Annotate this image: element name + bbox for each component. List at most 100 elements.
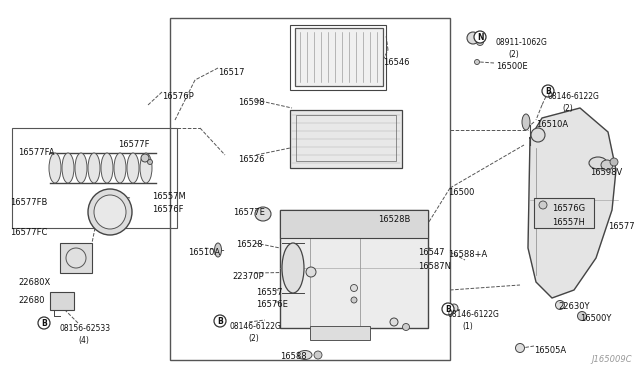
Ellipse shape (101, 153, 113, 183)
Bar (280, 210, 428, 238)
Text: B: B (545, 87, 551, 96)
Text: 16510A: 16510A (188, 248, 220, 257)
Ellipse shape (477, 38, 483, 45)
Ellipse shape (306, 267, 316, 277)
Ellipse shape (282, 243, 304, 293)
Ellipse shape (88, 189, 132, 235)
Ellipse shape (531, 128, 545, 142)
Bar (310, 326, 370, 340)
Ellipse shape (49, 153, 61, 183)
Ellipse shape (577, 311, 586, 321)
Circle shape (474, 31, 486, 43)
Text: 16557H: 16557H (552, 218, 585, 227)
Ellipse shape (298, 350, 312, 359)
Text: 08146-6122G: 08146-6122G (448, 310, 500, 319)
Text: B: B (41, 318, 47, 327)
Ellipse shape (467, 32, 479, 44)
Text: 16577F: 16577F (118, 140, 150, 149)
Text: 16576P: 16576P (162, 92, 194, 101)
Text: 16510A: 16510A (536, 120, 568, 129)
Ellipse shape (127, 153, 139, 183)
Ellipse shape (556, 301, 564, 310)
Ellipse shape (522, 114, 530, 130)
Bar (295, 28, 383, 86)
Text: 16587N: 16587N (418, 262, 451, 271)
Text: 16576F: 16576F (152, 205, 184, 214)
Text: 08911-1062G: 08911-1062G (496, 38, 548, 47)
Text: 16576E: 16576E (256, 300, 288, 309)
Bar (50, 292, 74, 310)
Text: 16577FB: 16577FB (10, 198, 47, 207)
Text: 16528: 16528 (236, 240, 262, 249)
Ellipse shape (351, 297, 357, 303)
Text: J165009C: J165009C (591, 355, 632, 364)
Text: 16577: 16577 (608, 222, 635, 231)
Polygon shape (528, 108, 616, 298)
Text: 16577FC: 16577FC (10, 228, 47, 237)
Ellipse shape (539, 201, 547, 209)
Bar (170, 18, 450, 360)
Ellipse shape (94, 195, 126, 229)
Ellipse shape (147, 160, 152, 164)
Text: 08156-62533: 08156-62533 (60, 324, 111, 333)
Text: 16547: 16547 (418, 248, 445, 257)
Bar (290, 110, 402, 168)
Ellipse shape (88, 153, 100, 183)
Text: (2): (2) (248, 334, 259, 343)
Text: 16546: 16546 (383, 58, 410, 67)
Text: (1): (1) (462, 322, 473, 331)
Bar (290, 25, 386, 90)
Text: 08146-6122G: 08146-6122G (548, 92, 600, 101)
Ellipse shape (214, 243, 221, 257)
Text: 16588: 16588 (280, 352, 307, 361)
Ellipse shape (140, 153, 152, 183)
Text: 16517: 16517 (218, 68, 244, 77)
Text: 16500: 16500 (448, 188, 474, 197)
Ellipse shape (66, 248, 86, 268)
Ellipse shape (314, 351, 322, 359)
Ellipse shape (403, 324, 410, 330)
Text: (2): (2) (508, 50, 519, 59)
Text: 16588+A: 16588+A (448, 250, 487, 259)
Text: 16576G: 16576G (552, 204, 585, 213)
Text: 22630Y: 22630Y (558, 302, 589, 311)
Ellipse shape (450, 304, 458, 312)
Text: 22370P: 22370P (232, 272, 264, 281)
Text: (4): (4) (78, 336, 89, 345)
Bar (296, 115, 396, 161)
Ellipse shape (114, 153, 126, 183)
Ellipse shape (62, 153, 74, 183)
Circle shape (442, 303, 454, 315)
Ellipse shape (610, 158, 618, 166)
Ellipse shape (474, 60, 479, 64)
Ellipse shape (351, 285, 358, 292)
Text: 16505A: 16505A (534, 346, 566, 355)
Ellipse shape (601, 160, 613, 170)
Text: 22680: 22680 (18, 296, 45, 305)
Ellipse shape (390, 318, 398, 326)
Text: 16528B: 16528B (378, 215, 410, 224)
Text: 16526: 16526 (238, 155, 264, 164)
Text: (2): (2) (562, 104, 573, 113)
Text: 16577E: 16577E (233, 208, 265, 217)
Text: 16557M: 16557M (152, 192, 186, 201)
Bar (280, 210, 428, 328)
Bar (60, 243, 92, 273)
Bar (12, 128, 177, 228)
Text: 16557: 16557 (256, 288, 282, 297)
Text: 08146-6122G: 08146-6122G (230, 322, 282, 331)
Text: 16500Y: 16500Y (580, 314, 611, 323)
Ellipse shape (589, 157, 607, 169)
Circle shape (214, 315, 226, 327)
Text: B: B (445, 305, 451, 314)
Text: 16500E: 16500E (496, 62, 527, 71)
Circle shape (542, 85, 554, 97)
Bar (534, 198, 594, 228)
Ellipse shape (141, 154, 149, 162)
Text: 16598: 16598 (238, 98, 264, 107)
Text: B: B (217, 317, 223, 326)
Text: 22680X: 22680X (18, 278, 51, 287)
Text: 16598V: 16598V (590, 168, 622, 177)
Ellipse shape (75, 153, 87, 183)
Text: 16577FA: 16577FA (18, 148, 54, 157)
